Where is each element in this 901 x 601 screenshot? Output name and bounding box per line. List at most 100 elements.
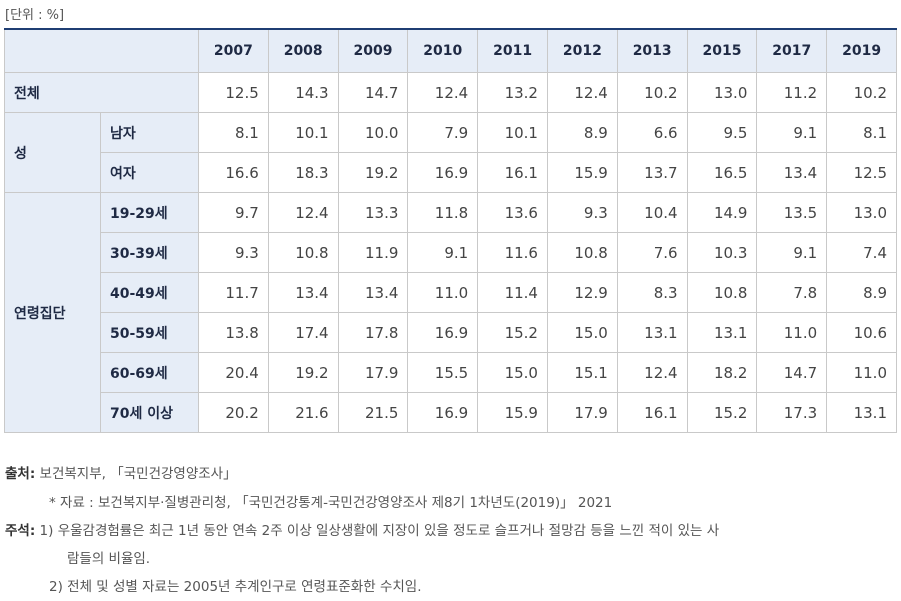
table-cell: 13.6 <box>477 192 548 233</box>
table-row-female: 여자 16.6 18.3 19.2 16.9 16.1 15.9 13.7 16… <box>5 152 897 193</box>
table-cell: 18.2 <box>686 352 758 393</box>
table-row-age-30-39: 30-39세 9.3 10.8 11.9 9.1 11.6 10.8 7.6 1… <box>5 232 897 273</box>
row-label: 60-69세 <box>100 352 199 393</box>
table-cell: 13.5 <box>756 192 828 233</box>
table-cell: 14.9 <box>686 192 758 233</box>
table-cell: 16.6 <box>198 152 269 193</box>
year-header: 2019 <box>826 28 897 73</box>
row-label: 30-39세 <box>100 232 199 273</box>
table-cell: 8.9 <box>546 112 618 153</box>
year-header: 2015 <box>686 28 758 73</box>
table-cell: 10.8 <box>546 232 618 273</box>
table-cell: 13.1 <box>686 312 758 353</box>
table-cell: 8.1 <box>198 112 269 153</box>
table-cell: 13.1 <box>826 392 897 433</box>
table-cell: 16.9 <box>407 152 479 193</box>
remark-2-text: 2) 전체 및 성별 자료는 2005년 추계인구로 연령표준화한 수치임. <box>49 579 422 595</box>
remark-1-text: 1) 우울감경험률은 최근 1년 동안 연속 2주 이상 일상생활에 지장이 있… <box>39 523 720 539</box>
table-cell: 15.0 <box>546 312 618 353</box>
table-cell: 20.4 <box>198 352 269 393</box>
table-cell: 13.4 <box>337 272 409 313</box>
table-cell: 15.9 <box>546 152 618 193</box>
year-header: 2010 <box>407 28 479 73</box>
source-line: 출처: 보건복지부, 「국민건강영양조사」 <box>5 462 237 482</box>
table-cell: 15.5 <box>407 352 479 393</box>
table-cell: 21.6 <box>267 392 339 433</box>
row-label: 19-29세 <box>100 192 199 233</box>
table-cell: 13.8 <box>198 312 269 353</box>
table-cell: 10.3 <box>686 232 758 273</box>
table-cell: 10.8 <box>686 272 758 313</box>
table-cell: 15.2 <box>686 392 758 433</box>
table-cell: 7.6 <box>616 232 688 273</box>
table-cell: 9.3 <box>198 232 269 273</box>
year-header: 2012 <box>546 28 618 73</box>
table-cell: 12.5 <box>198 72 269 113</box>
table-cell: 14.7 <box>756 352 828 393</box>
row-label: 여자 <box>100 152 199 193</box>
table-cell: 13.3 <box>337 192 409 233</box>
row-label: 50-59세 <box>100 312 199 353</box>
table-cell: 11.8 <box>407 192 479 233</box>
table-cell: 15.9 <box>477 392 548 433</box>
table-cell: 17.9 <box>546 392 618 433</box>
table-row-total: 전체 12.5 14.3 14.7 12.4 13.2 12.4 10.2 13… <box>4 72 897 113</box>
source-text: 보건복지부, 「국민건강영양조사」 <box>39 466 237 482</box>
table-cell: 9.1 <box>756 232 828 273</box>
remark-label: 주석: <box>5 523 36 539</box>
table-cell: 10.1 <box>477 112 548 153</box>
table-cell: 19.2 <box>267 352 339 393</box>
table-cell: 15.2 <box>477 312 548 353</box>
table-row-age-40-49: 40-49세 11.7 13.4 13.4 11.0 11.4 12.9 8.3… <box>5 272 897 313</box>
table-cell: 10.4 <box>616 192 688 233</box>
table-cell: 11.0 <box>756 312 828 353</box>
table-cell: 15.1 <box>546 352 618 393</box>
group-label-sex: 성 <box>4 112 101 193</box>
table-cell: 10.2 <box>616 72 688 113</box>
table-cell: 13.4 <box>756 152 828 193</box>
header-corner <box>4 28 199 73</box>
table-cell: 20.2 <box>198 392 269 433</box>
table-cell: 6.6 <box>616 112 688 153</box>
table-cell: 7.8 <box>756 272 828 313</box>
table-cell: 9.1 <box>756 112 828 153</box>
year-header: 2011 <box>477 28 548 73</box>
source-sub-line: * 자료 : 보건복지부·질병관리청, 「국민건강통계-국민건강영양조사 제8기… <box>49 495 613 511</box>
table-row-male: 성 남자 8.1 10.1 10.0 7.9 10.1 8.9 6.6 9.5 … <box>4 112 897 193</box>
table-cell: 17.8 <box>337 312 409 353</box>
table-cell: 19.2 <box>337 152 409 193</box>
table-cell: 16.1 <box>477 152 548 193</box>
table-cell: 12.4 <box>546 72 618 113</box>
table-cell: 11.0 <box>826 352 897 393</box>
table-cell: 12.4 <box>407 72 479 113</box>
row-label: 70세 이상 <box>100 392 199 433</box>
remark-line-1: 주석: 1) 우울감경험률은 최근 1년 동안 연속 2주 이상 일상생활에 지… <box>5 519 719 539</box>
table-row-age-19-29: 연령집단 19-29세 9.7 12.4 13.3 11.8 13.6 9.3 … <box>4 192 897 433</box>
table-cell: 16.9 <box>407 392 479 433</box>
row-label: 40-49세 <box>100 272 199 313</box>
table-cell: 11.7 <box>198 272 269 313</box>
table-cell: 14.3 <box>267 72 339 113</box>
year-header: 2017 <box>756 28 828 73</box>
table-cell: 12.5 <box>826 152 897 193</box>
table-cell: 13.0 <box>686 72 758 113</box>
row-label: 남자 <box>100 112 199 153</box>
table-cell: 11.4 <box>477 272 548 313</box>
table-cell: 14.7 <box>337 72 409 113</box>
table-cell: 9.3 <box>546 192 618 233</box>
header-row: 2007 2008 2009 2010 2011 2012 2013 2015 … <box>4 28 897 73</box>
table-row-age-60-69: 60-69세 20.4 19.2 17.9 15.5 15.0 15.1 12.… <box>5 352 897 393</box>
table-cell: 9.5 <box>686 112 758 153</box>
table-cell: 8.1 <box>826 112 897 153</box>
table-cell: 13.0 <box>826 192 897 233</box>
table-cell: 11.9 <box>337 232 409 273</box>
row-label-total: 전체 <box>4 72 199 113</box>
table-row-age-50-59: 50-59세 13.8 17.4 17.8 16.9 15.2 15.0 13.… <box>5 312 897 353</box>
table-cell: 12.4 <box>616 352 688 393</box>
table-cell: 11.2 <box>756 72 828 113</box>
table-cell: 17.4 <box>267 312 339 353</box>
table-cell: 11.0 <box>407 272 479 313</box>
table-cell: 16.9 <box>407 312 479 353</box>
table-cell: 10.0 <box>337 112 409 153</box>
table-cell: 17.9 <box>337 352 409 393</box>
